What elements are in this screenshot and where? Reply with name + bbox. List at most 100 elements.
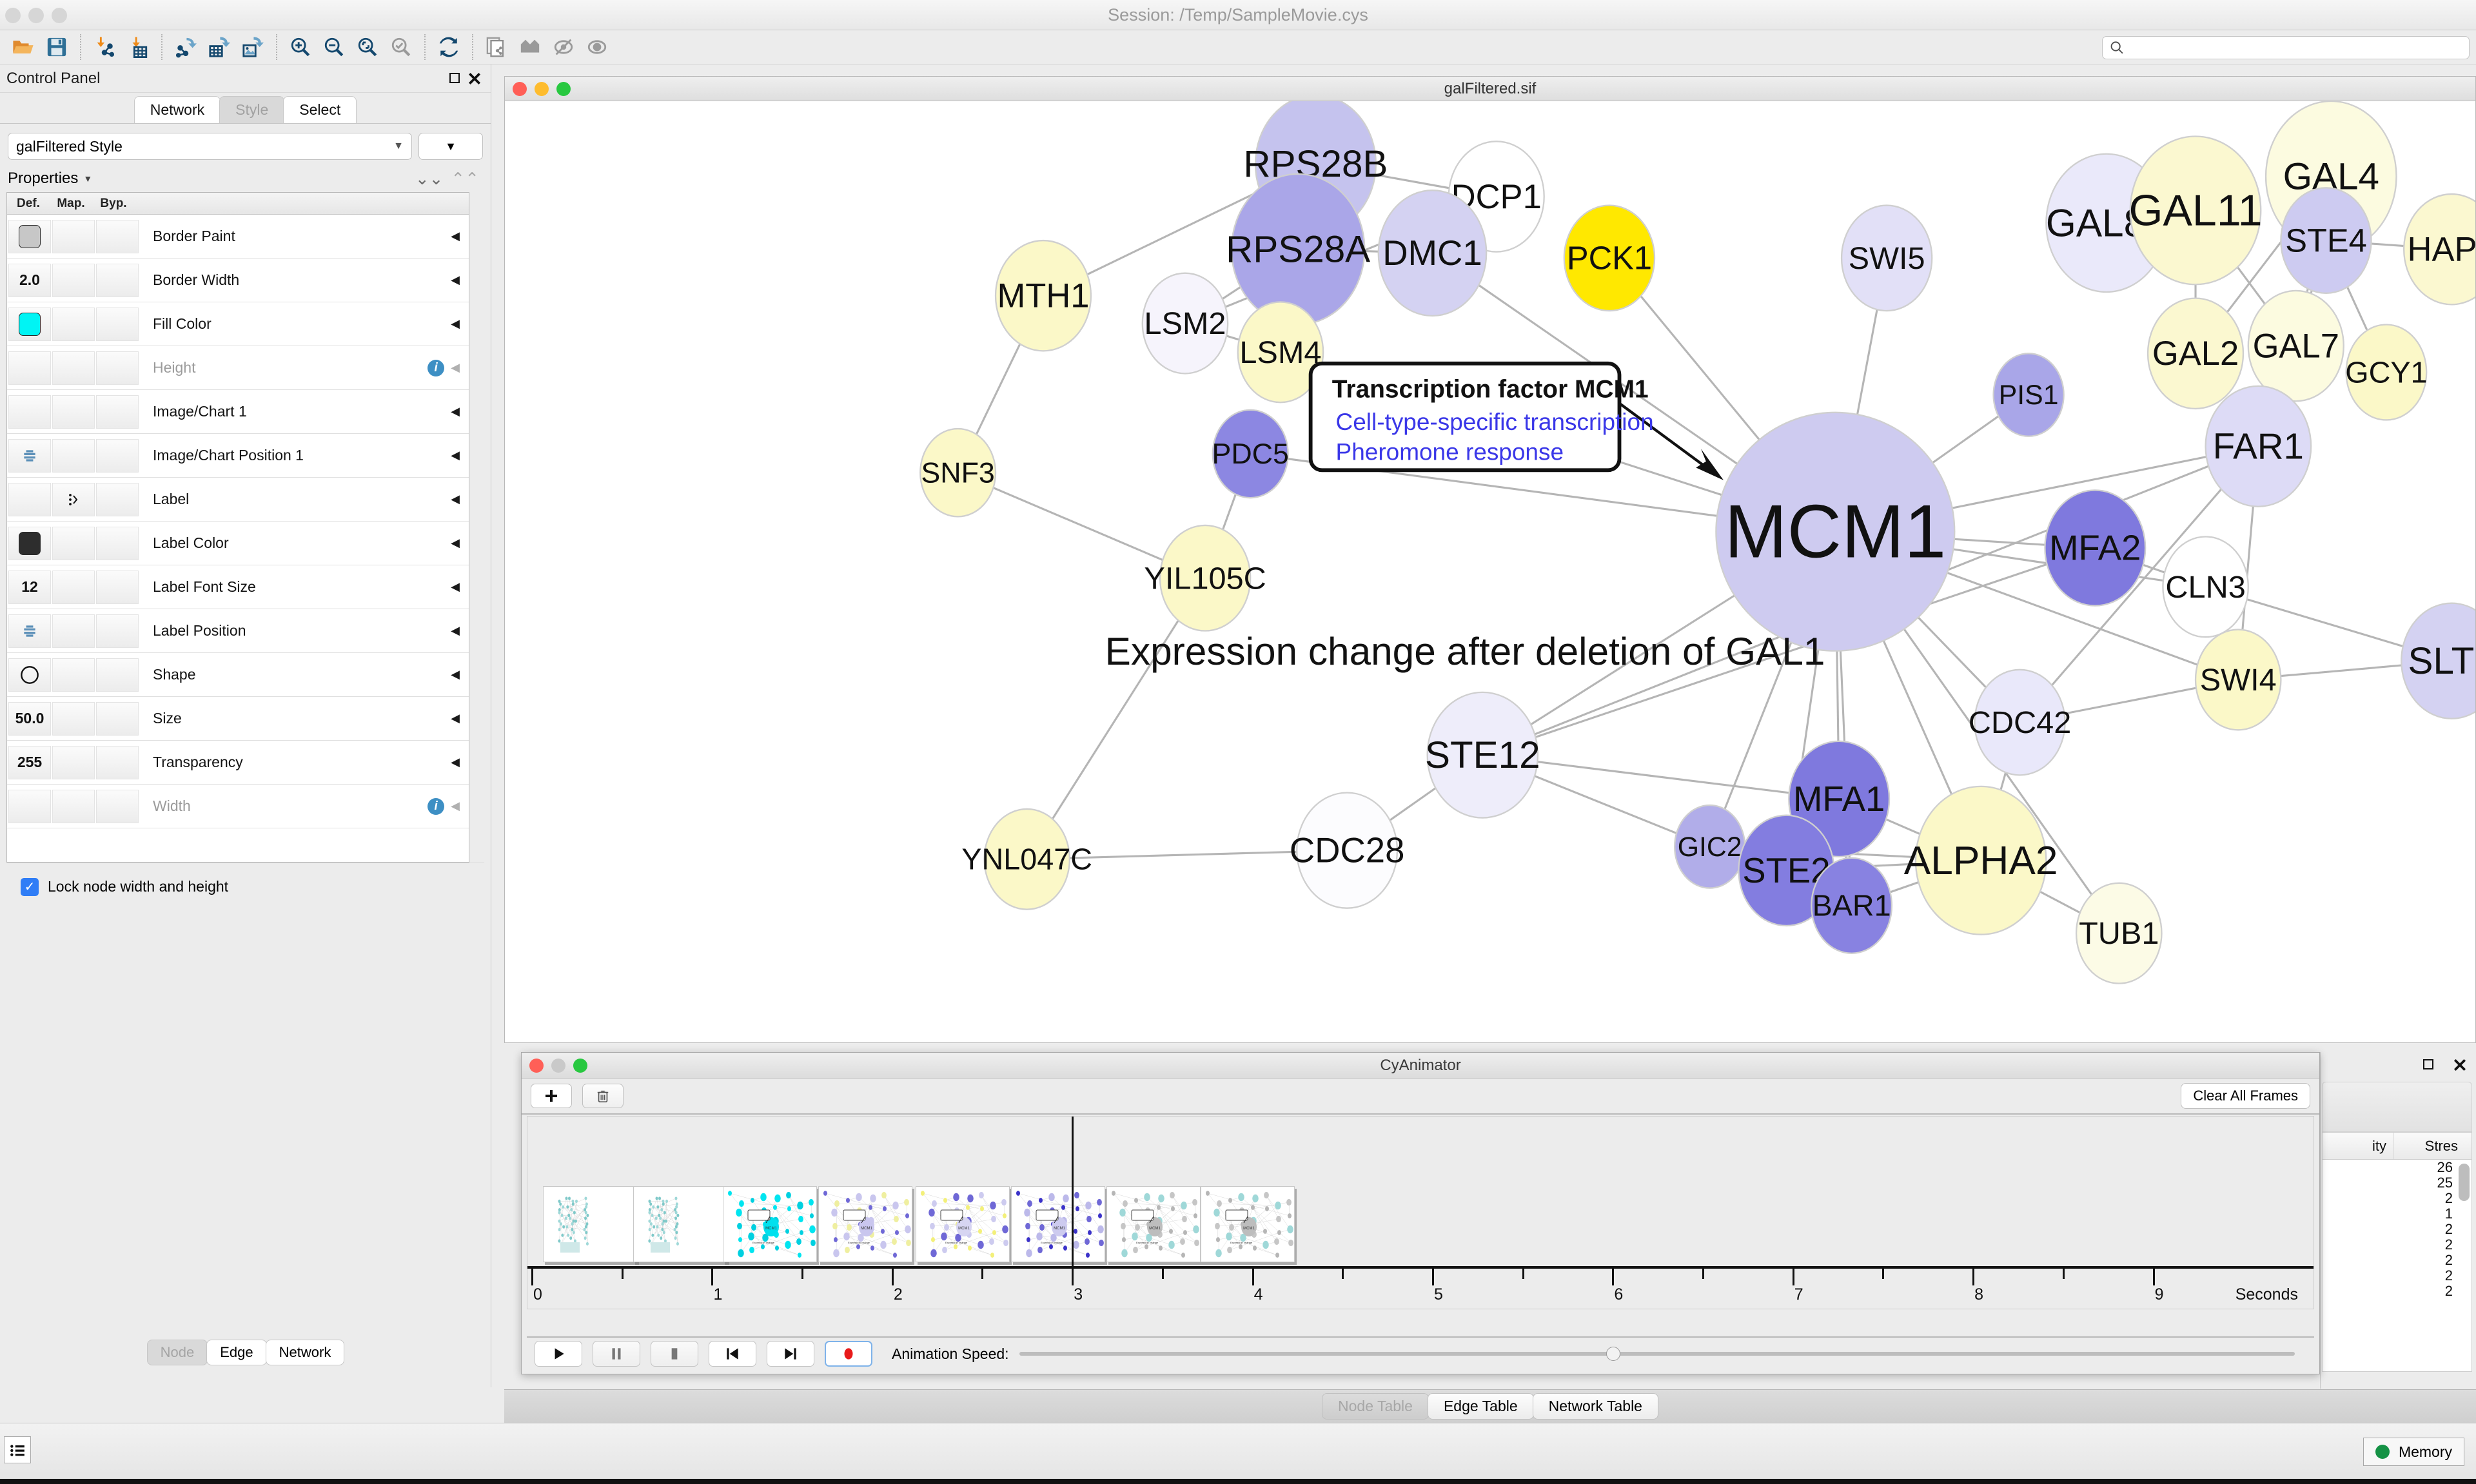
property-bypass-cell[interactable] xyxy=(96,614,139,648)
property-bypass-cell[interactable] xyxy=(96,701,139,736)
tab-network-table[interactable]: Network Table xyxy=(1532,1393,1658,1420)
minimize-window-dot[interactable] xyxy=(28,8,44,23)
maximize-window-dot[interactable] xyxy=(52,8,67,23)
table-row[interactable]: 2 xyxy=(2323,1267,2471,1284)
open-folder-icon[interactable] xyxy=(6,30,40,64)
tab-network[interactable]: Network xyxy=(133,96,221,123)
property-default-cell[interactable] xyxy=(8,658,51,692)
bottom-tab-network[interactable]: Network xyxy=(265,1340,345,1365)
column-header-stress[interactable]: Stres xyxy=(2424,1137,2458,1154)
property-default-cell[interactable]: 2.0 xyxy=(8,263,51,297)
slider-knob[interactable] xyxy=(1606,1347,1620,1361)
float-panel-icon[interactable] xyxy=(446,69,465,88)
network-edge[interactable] xyxy=(1482,547,2096,756)
table-row[interactable]: 2 xyxy=(2323,1283,2471,1299)
network-node[interactable]: SLT2 xyxy=(2401,602,2475,719)
network-edge[interactable] xyxy=(1026,577,1206,860)
network-node[interactable]: MCM1 xyxy=(1715,411,1956,652)
first-neighbors-icon[interactable] xyxy=(513,30,547,64)
property-row[interactable]: Image/Chart Position 1 ◀ xyxy=(7,434,469,478)
add-frame-button[interactable] xyxy=(531,1084,572,1108)
property-default-cell[interactable]: 12 xyxy=(8,570,51,604)
frame-thumbnail[interactable]: MCM1 Expression change xyxy=(916,1186,1010,1262)
memory-status-button[interactable]: Memory xyxy=(2363,1438,2464,1466)
property-bypass-cell[interactable] xyxy=(96,263,139,297)
property-bypass-cell[interactable] xyxy=(96,745,139,779)
property-default-cell[interactable]: 50.0 xyxy=(8,701,51,736)
table-scrollbar[interactable] xyxy=(2459,1164,2470,1201)
property-row[interactable]: Image/Chart 1 ◀ xyxy=(7,390,469,434)
property-row[interactable]: Label Color ◀ xyxy=(7,522,469,565)
zoom-selected-icon[interactable] xyxy=(384,30,418,64)
chevron-down-icon[interactable]: ▼ xyxy=(83,173,93,184)
table-row[interactable]: 2 xyxy=(2323,1221,2471,1237)
network-node[interactable]: PIS1 xyxy=(1992,353,2065,437)
stop-button[interactable] xyxy=(651,1341,698,1367)
expand-property-icon[interactable]: ◀ xyxy=(451,229,460,242)
column-header-centrality[interactable]: ity xyxy=(2323,1133,2393,1159)
frame-thumbnail[interactable]: MCM1 Expression change xyxy=(818,1186,913,1262)
table-row[interactable]: 2 xyxy=(2323,1252,2471,1268)
zoom-fit-icon[interactable] xyxy=(351,30,384,64)
property-bypass-cell[interactable] xyxy=(96,351,139,385)
property-default-cell[interactable] xyxy=(8,482,51,516)
expand-property-icon[interactable]: ◀ xyxy=(451,756,460,768)
close-window-dot[interactable] xyxy=(513,81,527,96)
cyanimator-window-controls[interactable] xyxy=(529,1058,587,1073)
expand-property-icon[interactable]: ◀ xyxy=(451,668,460,681)
property-mapping-cell[interactable] xyxy=(52,570,95,604)
network-canvas[interactable]: RPS28B DCP1 RPS28A DMC1 PCK1 SWI5 GAL80 GAL11 GA… xyxy=(505,101,2475,1042)
property-bypass-cell[interactable] xyxy=(96,570,139,604)
property-default-cell[interactable] xyxy=(8,526,51,560)
expand-property-icon[interactable]: ◀ xyxy=(451,624,460,637)
property-bypass-cell[interactable] xyxy=(96,789,139,823)
network-node[interactable]: GIC2 xyxy=(1673,804,1746,889)
property-row[interactable]: 50.0 Size ◀ xyxy=(7,697,469,741)
minimize-window-dot[interactable] xyxy=(535,81,549,96)
network-edge[interactable] xyxy=(2019,445,2259,723)
expand-property-icon[interactable]: ◀ xyxy=(451,361,460,374)
animation-speed-slider[interactable] xyxy=(1019,1341,2295,1367)
frame-thumbnail[interactable]: MCM1 Expression change xyxy=(1200,1186,1295,1262)
skip-end-button[interactable] xyxy=(767,1341,814,1367)
property-mapping-cell[interactable] xyxy=(52,438,95,473)
property-default-cell[interactable] xyxy=(8,351,51,385)
network-node[interactable]: FAR1 xyxy=(2205,385,2312,507)
network-node[interactable]: LSM4 xyxy=(1237,301,1324,404)
export-image-icon[interactable] xyxy=(236,30,270,64)
network-node[interactable]: PDC5 xyxy=(1212,409,1289,499)
color-swatch[interactable] xyxy=(19,531,41,555)
network-node[interactable]: GCY1 xyxy=(2345,324,2428,421)
style-options-menu-button[interactable]: ▼ xyxy=(418,133,483,160)
property-default-cell[interactable] xyxy=(8,789,51,823)
property-default-cell[interactable] xyxy=(8,307,51,341)
clear-all-frames-button[interactable]: Clear All Frames xyxy=(2181,1083,2310,1109)
tooltip-link[interactable]: Cell-type-specific transcription xyxy=(1336,409,1654,435)
maximize-window-dot[interactable] xyxy=(556,81,571,96)
window-controls[interactable] xyxy=(5,8,67,23)
property-row[interactable]: 12 Label Font Size ◀ xyxy=(7,565,469,609)
network-node[interactable]: CDC28 xyxy=(1290,792,1405,909)
expand-property-icon[interactable]: ◀ xyxy=(451,405,460,418)
close-window-dot[interactable] xyxy=(529,1058,544,1073)
property-row[interactable]: Label ◀ xyxy=(7,478,469,522)
property-mapping-cell[interactable] xyxy=(52,701,95,736)
network-node[interactable]: CLN3 xyxy=(2162,536,2249,638)
search-input-wrapper[interactable] xyxy=(2102,36,2470,59)
record-button[interactable] xyxy=(825,1341,872,1367)
network-node[interactable]: GAL11 xyxy=(2129,135,2263,286)
expand-property-icon[interactable]: ◀ xyxy=(451,712,460,725)
table-row[interactable]: 2 xyxy=(2323,1236,2471,1253)
property-row[interactable]: 2.0 Border Width ◀ xyxy=(7,259,469,302)
network-node[interactable]: SWI5 xyxy=(1840,204,1933,312)
network-edge[interactable] xyxy=(1482,754,1840,800)
network-node[interactable]: STE12 xyxy=(1425,691,1540,819)
close-window-dot[interactable] xyxy=(5,8,21,23)
refresh-icon[interactable] xyxy=(432,30,466,64)
network-window-controls[interactable] xyxy=(513,81,571,96)
network-node[interactable]: HAP2 xyxy=(2403,193,2475,306)
network-node[interactable]: MTH1 xyxy=(994,239,1092,352)
property-mapping-cell[interactable] xyxy=(52,789,95,823)
import-table-icon[interactable] xyxy=(121,30,155,64)
